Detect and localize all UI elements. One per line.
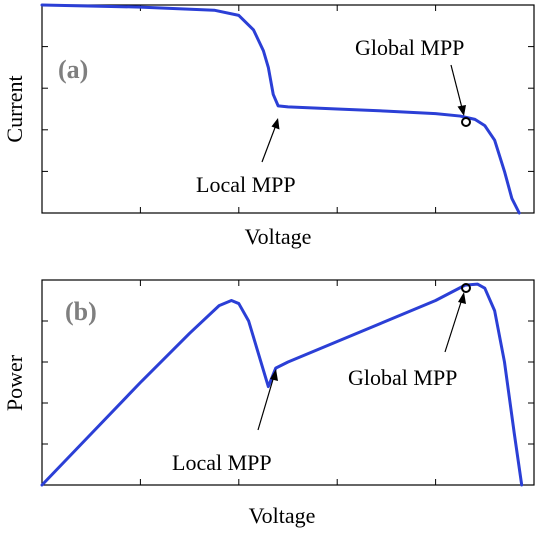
iv-local-mpp-arrowhead <box>271 118 280 130</box>
pv-plot-frame <box>41 279 535 486</box>
iv-global-mpp-marker <box>461 117 471 127</box>
iv-global-mpp-arrow <box>450 64 463 109</box>
iv-local-mpp-label: Local MPP <box>196 172 296 197</box>
pv-global-mpp-annotation: Global MPP <box>348 283 471 390</box>
pv-y-axis-label: Power <box>2 354 27 411</box>
iv-local-mpp-arrow <box>261 124 277 163</box>
iv-local-mpp-annotation: Local MPP <box>196 118 296 197</box>
pv-global-mpp-marker <box>461 283 471 293</box>
iv-panel-label: (a) <box>58 55 88 84</box>
pv-local-mpp-arrowhead <box>270 369 278 381</box>
pv-global-mpp-arrowhead <box>458 292 466 304</box>
pv-global-mpp-arrow <box>444 298 463 353</box>
pv-x-axis-label: Voltage <box>249 503 316 528</box>
iv-x-axis-label: Voltage <box>245 224 312 249</box>
pv-local-mpp-label: Local MPP <box>172 450 272 475</box>
iv-global-mpp-label: Global MPP <box>355 35 464 60</box>
pv-local-mpp-annotation: Local MPP <box>172 369 278 475</box>
iv-global-mpp-arrowhead <box>457 105 466 116</box>
pv-global-mpp-label: Global MPP <box>348 365 457 390</box>
iv-plot-frame <box>41 4 535 214</box>
pv-chart-panel: (b) Power Voltage Local MPP Global MPP <box>2 279 535 528</box>
pv-local-mpp-arrow <box>257 375 275 431</box>
iv-curve-line <box>40 3 521 215</box>
pv-curve-line <box>40 282 524 487</box>
iv-axis-ticks <box>42 5 534 213</box>
pv-axis-ticks <box>42 280 534 485</box>
pv-panel-label: (b) <box>65 297 97 326</box>
iv-chart-panel: (a) Current Voltage Local MPP Global MPP <box>2 3 535 249</box>
iv-global-mpp-annotation: Global MPP <box>355 35 471 127</box>
iv-y-axis-label: Current <box>2 75 27 142</box>
